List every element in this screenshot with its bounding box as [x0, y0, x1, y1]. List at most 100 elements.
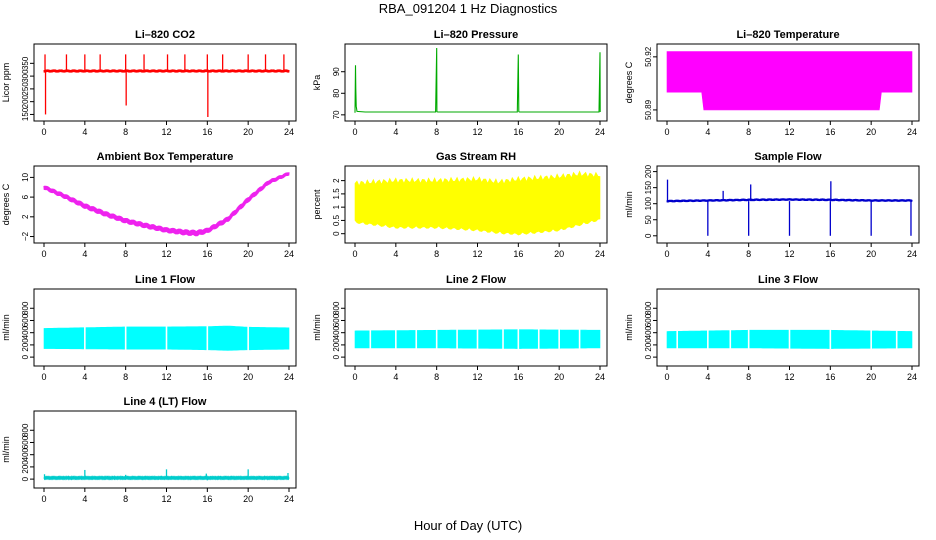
x-tick-label: 8	[434, 249, 439, 259]
x-tick-label: 12	[784, 372, 794, 382]
x-tick-label: 20	[554, 249, 564, 259]
x-tick-label: 12	[784, 127, 794, 137]
x-tick-label: 20	[243, 494, 253, 504]
x-tick-label: 8	[123, 127, 128, 137]
panel-4: Ambient Box Temperature 0 4 8 12 16 20 24 −2 2 6 10…	[1, 151, 297, 259]
y-tick-label: 200	[644, 338, 653, 352]
panel-title: Ambient Box Temperature	[97, 151, 234, 163]
x-tick-label: 16	[825, 127, 835, 137]
x-tick-label: 12	[472, 127, 482, 137]
series-band-area	[354, 170, 601, 236]
x-tick-label: 20	[554, 127, 564, 137]
y-axis-label: ml/min	[312, 314, 322, 341]
y-tick-label: 0	[332, 354, 341, 359]
panel-3: Li–820 Temperature 0 4 8 12 16 20 24 50.89 50.92 d…	[624, 29, 920, 137]
y-tick-label: 600	[21, 313, 30, 327]
x-tick-label: 4	[82, 494, 87, 504]
y-axis-label: degrees C	[624, 61, 634, 103]
x-tick-label: 16	[825, 249, 835, 259]
x-tick-label: 8	[746, 249, 751, 259]
figure-title: RBA_091204 1 Hz Diagnostics	[378, 1, 558, 16]
x-tick-label: 4	[82, 127, 87, 137]
x-tick-label: 16	[825, 372, 835, 382]
panel-5: Gas Stream RH 0 4 8 12 16 20 24 0 0.5 1 1.5 2 percent	[312, 151, 608, 259]
y-tick-label: 350	[21, 56, 30, 70]
panel-data	[43, 293, 290, 362]
x-tick-label: 0	[352, 372, 357, 382]
x-tick-label: 12	[161, 372, 171, 382]
x-tick-label: 12	[472, 372, 482, 382]
x-tick-label: 12	[161, 494, 171, 504]
y-tick-label: 0	[21, 354, 30, 359]
plot-frame	[344, 165, 608, 244]
x-tick-label: 0	[664, 249, 669, 259]
y-tick-label: 600	[644, 313, 653, 327]
x-tick-label: 8	[123, 249, 128, 259]
y-tick-label: 80	[332, 88, 341, 97]
y-axis-label: kPa	[312, 75, 322, 91]
x-tick-label: 20	[554, 372, 564, 382]
panel-data	[354, 47, 601, 113]
y-tick-label: 800	[21, 301, 30, 315]
panel-title: Li–820 Pressure	[434, 29, 518, 41]
y-tick-label: 400	[644, 325, 653, 339]
y-tick-label: 90	[332, 67, 341, 76]
y-tick-label: 50.92	[644, 46, 653, 67]
x-tick-label: 16	[513, 127, 523, 137]
x-tick-label: 24	[907, 372, 917, 382]
y-tick-label: 0	[644, 354, 653, 359]
y-tick-label: 250	[21, 82, 30, 96]
panel-data	[43, 172, 290, 237]
y-axis-label: ml/min	[624, 314, 634, 341]
panel-data	[666, 293, 913, 362]
y-tick-label: 0	[644, 233, 653, 238]
panel-data	[666, 51, 913, 111]
plot-frame	[656, 165, 920, 244]
y-axis-label: degrees C	[1, 183, 11, 225]
plot-frame	[344, 288, 608, 367]
x-tick-label: 0	[41, 249, 46, 259]
x-tick-label: 12	[784, 249, 794, 259]
x-tick-label: 4	[393, 127, 398, 137]
x-tick-label: 0	[41, 494, 46, 504]
series-band-line	[43, 69, 290, 73]
x-tick-label: 24	[284, 249, 294, 259]
y-tick-label: 600	[21, 435, 30, 449]
panel-title: Line 4 (LT) Flow	[124, 396, 207, 408]
x-tick-label: 8	[123, 372, 128, 382]
y-tick-label: 1.5	[332, 188, 341, 200]
y-tick-label: 1	[332, 204, 341, 209]
x-tick-label: 16	[202, 372, 212, 382]
y-tick-label: 10	[21, 172, 30, 181]
y-axis-label: ml/min	[1, 436, 11, 463]
x-tick-label: 12	[161, 249, 171, 259]
panel-6: Sample Flow 0 4 8 12 16 20 24 0 50 100 150 200 ml/min	[624, 151, 920, 259]
x-tick-label: 12	[472, 249, 482, 259]
plot-frame	[33, 288, 297, 367]
panel-title: Sample Flow	[754, 151, 822, 163]
series-line	[354, 47, 601, 113]
series-band-area	[666, 51, 913, 111]
y-tick-label: 70	[332, 110, 341, 119]
y-tick-label: 800	[332, 301, 341, 315]
x-tick-label: 0	[41, 127, 46, 137]
panel-10: Line 4 (LT) Flow 0 4 8 12 16 20 24 0 200400600800…	[1, 396, 297, 504]
x-tick-label: 4	[393, 372, 398, 382]
x-tick-label: 0	[352, 249, 357, 259]
panel-title: Line 2 Flow	[446, 274, 506, 286]
x-tick-label: 0	[664, 127, 669, 137]
x-tick-label: 0	[664, 372, 669, 382]
panel-title: Gas Stream RH	[436, 151, 516, 163]
x-tick-label: 24	[907, 127, 917, 137]
y-tick-label: 150	[21, 107, 30, 121]
x-tick-label: 4	[82, 249, 87, 259]
y-axis-label: Licor ppm	[1, 63, 11, 103]
x-tick-label: 4	[82, 372, 87, 382]
x-tick-label: 24	[595, 127, 605, 137]
y-tick-label: 400	[21, 325, 30, 339]
y-tick-label: 0	[21, 476, 30, 481]
y-axis-label: ml/min	[1, 314, 11, 341]
plot-frame	[33, 43, 297, 122]
